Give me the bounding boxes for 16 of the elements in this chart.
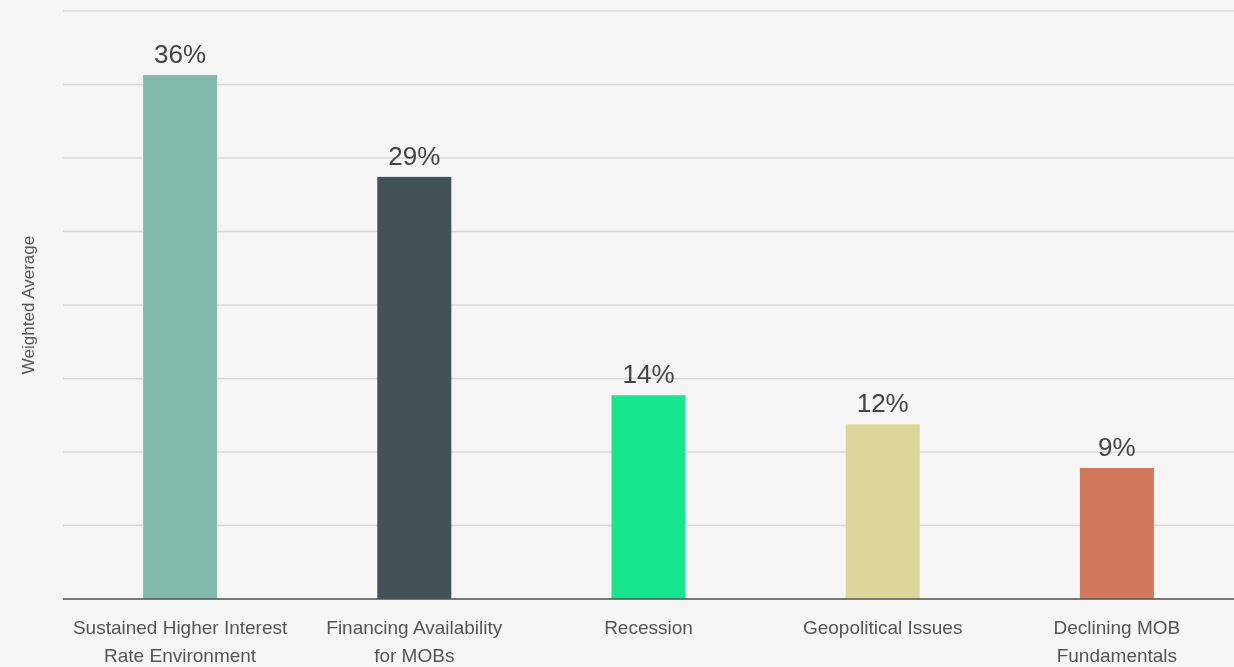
x-tick-label: Financing Availability for MOBs	[326, 617, 503, 666]
x-tick-label: Recession	[604, 617, 693, 638]
data-label: 14%	[622, 359, 675, 390]
bar	[1079, 468, 1154, 599]
bar	[611, 395, 686, 599]
data-label: 29%	[388, 140, 441, 171]
data-label: 36%	[154, 39, 207, 69]
x-tick-label: Declining MOB Fundamentals	[1053, 617, 1181, 666]
y-axis-title: Weighted Average	[19, 235, 38, 375]
data-label: 12%	[856, 388, 909, 419]
x-tick-label: Sustained Higher Interest Rate Environment	[72, 617, 289, 666]
x-tick-label: Geopolitical Issues	[802, 617, 963, 638]
bar	[143, 75, 218, 599]
bar	[845, 424, 920, 599]
data-label: 9%	[1098, 432, 1136, 462]
bar	[377, 176, 452, 599]
